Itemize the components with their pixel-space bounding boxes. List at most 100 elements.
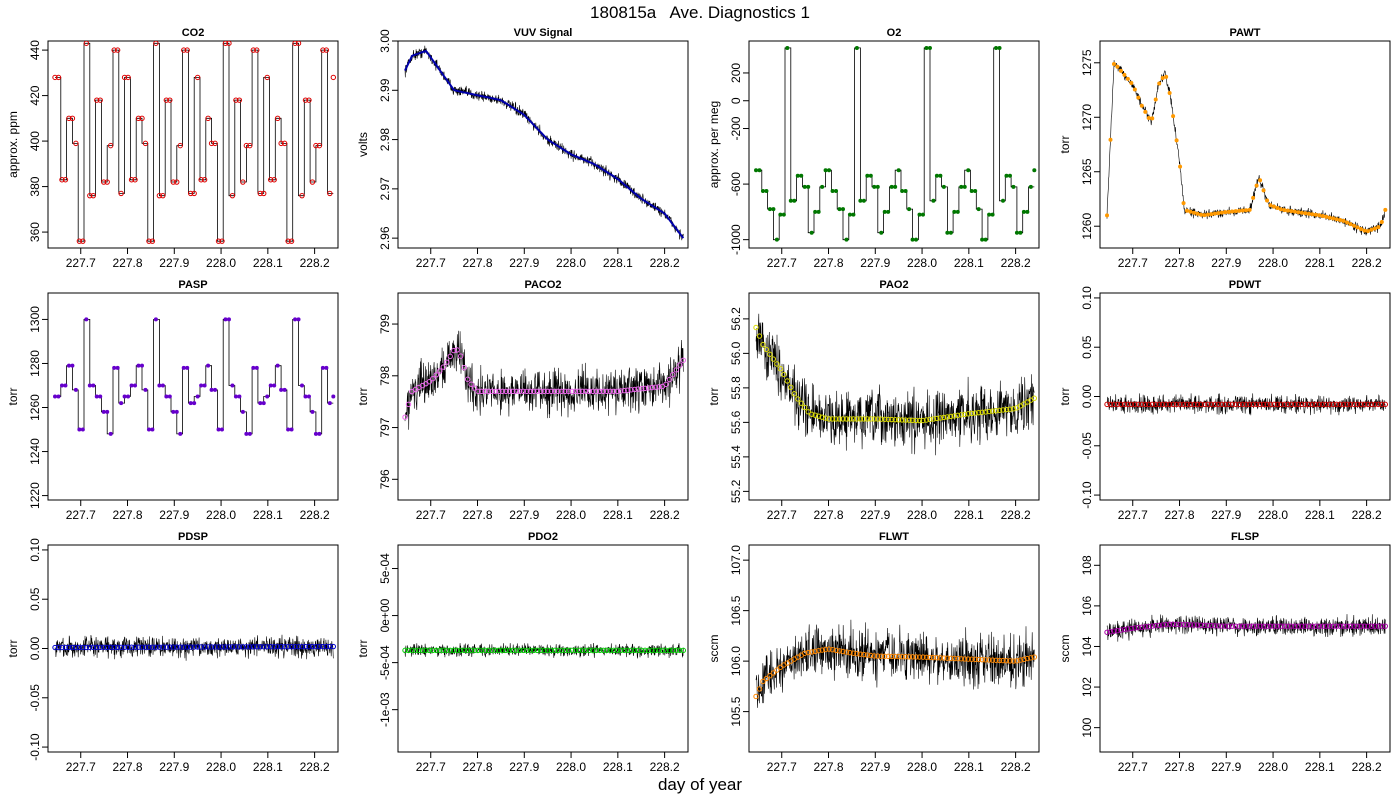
data-point (1001, 198, 1006, 203)
data-point (1121, 401, 1128, 408)
data-point (1000, 407, 1006, 413)
data-point (150, 427, 155, 432)
x-tick-label: 228.2 (1352, 508, 1382, 522)
data-point (1226, 623, 1232, 629)
data-point (216, 427, 221, 432)
x-tick-label: 228.0 (556, 256, 586, 270)
data-point (330, 74, 337, 81)
data-point (1340, 623, 1347, 629)
data-point (1132, 401, 1138, 408)
data-point (579, 388, 586, 395)
average-trace (404, 49, 685, 239)
data-point (1265, 198, 1270, 203)
data-point (1132, 87, 1137, 92)
data-point (923, 417, 930, 423)
data-point (927, 654, 933, 661)
data-point (1198, 401, 1204, 408)
data-point (199, 383, 204, 388)
data-point (822, 415, 829, 421)
y-tick-label: 200 (729, 63, 743, 83)
data-point (1347, 401, 1354, 408)
data-point (1323, 623, 1329, 629)
data-point (1163, 401, 1169, 408)
data-point (1361, 401, 1368, 408)
data-point (1285, 208, 1290, 213)
x-tick-label: 227.8 (1165, 508, 1195, 522)
data-point (586, 647, 593, 654)
data-point (558, 388, 565, 395)
data-point (1230, 209, 1235, 214)
data-point (510, 388, 516, 395)
data-point (666, 647, 673, 654)
data-point (808, 411, 815, 417)
x-tick-label: 228.0 (556, 508, 586, 522)
panel-flsp: FLSP 227.7 227.8 227.9 228.0 228.1 228.2 100 102… (1058, 531, 1391, 774)
data-point (198, 644, 204, 650)
data-point (317, 431, 322, 436)
data-point (914, 237, 919, 242)
data-point (975, 656, 982, 663)
plot-frame (1099, 544, 1391, 753)
data-point (820, 184, 825, 189)
data-point (226, 41, 232, 46)
x-tick-label: 228.1 (1305, 508, 1335, 522)
data-point (237, 394, 242, 399)
data-point (1326, 401, 1333, 408)
data-point (87, 192, 93, 199)
data-point (499, 388, 506, 395)
data-point (792, 198, 797, 203)
data-point (257, 190, 263, 197)
y-tick-label: 796 (378, 469, 392, 489)
data-point (902, 654, 909, 660)
data-point (1215, 401, 1222, 408)
data-point (934, 173, 939, 178)
data-point (1317, 213, 1322, 218)
data-point (1166, 621, 1173, 627)
data-point (1184, 622, 1190, 628)
y-tick-label: 1240 (28, 438, 42, 465)
y-axis-label: volts (356, 132, 370, 157)
data-point (1320, 213, 1325, 218)
data-point (976, 207, 981, 212)
data-point (156, 644, 163, 650)
y-tick-label: 106.5 (729, 595, 743, 625)
data-point (198, 177, 204, 183)
data-point (955, 655, 961, 662)
data-point (215, 644, 222, 650)
data-point (1191, 210, 1196, 215)
panel-title: FLWT (879, 531, 909, 543)
data-point (548, 647, 554, 654)
data-point (1129, 80, 1134, 85)
data-point (663, 647, 669, 654)
data-point (1180, 401, 1187, 408)
data-point (861, 416, 867, 422)
data-point (330, 643, 337, 650)
data-point (222, 644, 229, 650)
data-point (1128, 625, 1135, 632)
data-point (157, 383, 162, 388)
plot-frame (748, 544, 1040, 753)
data-point (1122, 72, 1127, 77)
raw-trace (1106, 614, 1386, 642)
data-point (1326, 623, 1333, 629)
data-point (924, 45, 929, 50)
x-tick-label: 228.2 (650, 760, 680, 774)
data-point (1295, 623, 1302, 629)
panel-title: CO2 (182, 27, 205, 39)
data-point (1198, 212, 1203, 217)
data-point (292, 643, 298, 650)
data-point (638, 385, 645, 392)
data-point (457, 353, 464, 359)
data-point (534, 647, 540, 654)
data-point (548, 388, 554, 395)
data-point (156, 192, 163, 199)
data-point (181, 365, 186, 370)
data-point (1121, 626, 1128, 633)
x-tick-label: 228.2 (1352, 256, 1382, 270)
data-point (1267, 623, 1274, 629)
data-point (485, 388, 492, 395)
data-point (275, 363, 280, 368)
data-point (222, 41, 229, 46)
data-point (1278, 401, 1284, 408)
data-point (917, 212, 922, 217)
